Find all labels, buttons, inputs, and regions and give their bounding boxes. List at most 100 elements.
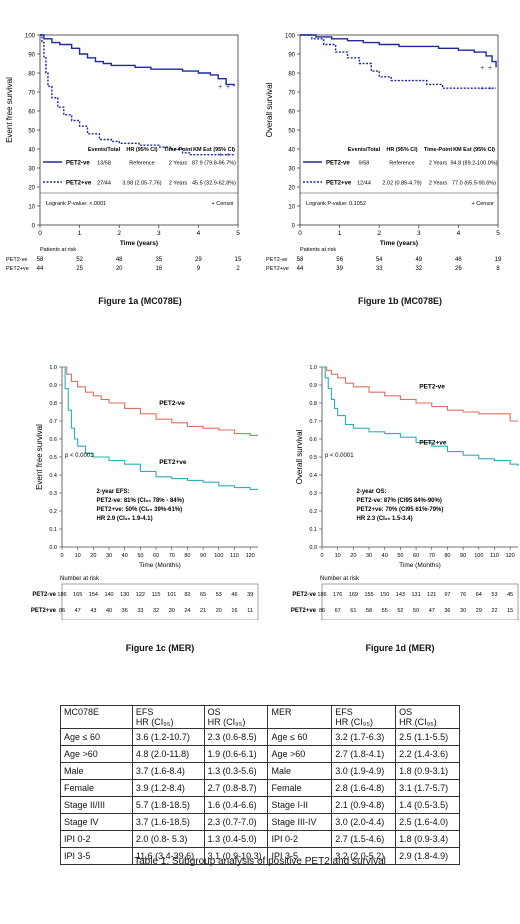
header-line-2 (64, 717, 129, 727)
header-line-1: EFS (335, 707, 353, 717)
x-tick-label: 120 (246, 553, 255, 559)
legend-series-name: PET2-ve (66, 161, 90, 167)
x-tick-label: 3 (157, 230, 161, 237)
risk-value: 121 (427, 592, 436, 598)
y-tick-label: 0.4 (49, 473, 57, 479)
risk-value: 11 (247, 608, 253, 614)
risk-value: 58 (297, 257, 304, 263)
table-cell: Female (60, 779, 133, 797)
table-cell: 2.1 (0.9-4.8) (331, 796, 397, 814)
y-axis-label: Event free survival (5, 77, 14, 143)
risk-value: 76 (460, 592, 466, 598)
legend-timepoint: 2 Years (429, 181, 448, 187)
censor-mark: + (480, 86, 484, 93)
table-cell: 3.2 (2.0-5.2) (331, 847, 397, 865)
x-tick-label: 2 (117, 230, 121, 237)
risk-value: 29 (195, 257, 202, 263)
y-tick-label: 80 (28, 72, 35, 78)
legend-km-est: 87.9 (79.8-96.7%) (192, 161, 236, 167)
header-line-2: HR (CI₉₅) (399, 717, 437, 727)
y-tick-label: 0.0 (309, 545, 317, 551)
y-axis-label: Overall survival (295, 429, 304, 484)
legend-header: KM Est (95% CI) (193, 147, 235, 153)
y-tick-label: 50 (28, 129, 35, 135)
y-tick-label: 100 (285, 34, 296, 40)
table-cell: 2.2 (1.4-3.6) (395, 745, 460, 763)
risk-value: 53 (491, 592, 497, 598)
y-tick-label: 0.9 (49, 383, 57, 389)
x-tick-label: 60 (413, 553, 419, 559)
series-line-pet2ve (40, 34, 235, 87)
annotation-line: PET2+ve: 50% (CI₉₅ 39%-61%) (96, 507, 182, 513)
table-cell: 3.2 (1.7-6.3) (331, 728, 397, 746)
risk-value: 143 (396, 592, 405, 598)
x-tick-label: 70 (169, 553, 175, 559)
legend-header: HR (95% CI) (386, 147, 417, 153)
legend-series-name: PET2-ve (326, 161, 350, 167)
series-line-pet2ve (62, 366, 258, 490)
x-tick-label: 100 (474, 553, 483, 559)
risk-value: 58 (37, 257, 44, 263)
plot-frame (299, 34, 499, 226)
figure-1b-chart: 0 10 20 30 40 50 60 70 80 90 100 0 1 2 3 4 5 Time (years)… (265, 34, 502, 273)
risk-value: 54 (376, 257, 383, 263)
risk-value: 45 (507, 592, 513, 598)
risk-value: 46 (455, 257, 462, 263)
risk-row-name: PET2-ve (6, 257, 27, 263)
figure-1c-chart: 0.0 0.1 0.2 0.3 0.4 0.5 0.6 0.7 0.8 0.9 1.0 0 10 20 30… (31, 365, 259, 620)
table-cell: 1.3 (0.3-5.6) (203, 762, 269, 780)
x-tick-label: 2 (377, 230, 381, 237)
annotation-title: 2-year OS: (356, 489, 386, 495)
risk-value: 32 (415, 266, 422, 272)
y-tick-label: 10 (288, 205, 295, 211)
x-tick-label: 5 (236, 230, 240, 237)
y-tick-label: 20 (288, 186, 295, 192)
legend-series-name: PET2+ve (66, 181, 92, 187)
risk-table-frame (61, 583, 259, 620)
risk-table-frame (321, 583, 519, 620)
risk-value: 44 (37, 266, 44, 272)
y-tick-label: 100 (25, 34, 36, 40)
table-cell: 2.7 (1.8-4.1) (331, 745, 397, 763)
x-tick-label: 30 (366, 553, 372, 559)
risk-value: 56 (336, 257, 343, 263)
legend-timepoint: 2 Years (169, 181, 188, 187)
figure-1d-chart: 0.0 0.1 0.2 0.3 0.4 0.5 0.6 0.7 0.8 0.9 1.0 0 10 20 30… (291, 365, 519, 620)
figure-1a-caption: Figure 1a (MC078E) (98, 296, 182, 306)
risk-row-name: PET2-ve (292, 592, 316, 598)
risk-value: 24 (184, 608, 190, 614)
header-line-2: HR (CI₉₅) (207, 717, 246, 727)
legend-km-est: 94.8 (89.2-100.0%) (450, 161, 497, 167)
figure-1d-caption: Figure 1d (MER) (365, 643, 435, 653)
y-tick-label: 0.2 (49, 509, 57, 515)
table-cell: 2.0 (0.8- 5.3) (131, 830, 205, 848)
x-tick-label: 60 (153, 553, 159, 559)
y-tick-label: 0.5 (309, 455, 317, 461)
y-tick-label: 30 (288, 167, 295, 173)
table-cell: Stage II/III (60, 796, 133, 814)
table-cell: 3.7 (1.6-18.5) (131, 813, 205, 831)
censor-mark: + (218, 152, 222, 159)
y-tick-label: 0.3 (49, 491, 57, 497)
risk-value: 20 (116, 266, 123, 272)
table-cell: 3.9 (1.2-8.4) (131, 779, 205, 797)
risk-value: 2 (236, 266, 240, 272)
series-line-pet2ve (322, 366, 518, 422)
table-row: Stage II/III 5.7 (1.8-18.5) 1.6 (0.4-6.6) S… (60, 796, 460, 814)
censor-mark: + (226, 84, 230, 91)
censor-legend: + Censor (212, 201, 235, 207)
risk-value: 43 (90, 608, 96, 614)
figure-1b-caption: Figure 1b (MC078E) (357, 296, 442, 306)
risk-value: 36 (444, 608, 450, 614)
risk-value: 39 (336, 266, 343, 272)
table-row: Male 3.7 (1.6-8.4) 1.3 (0.3-5.6) Male 3.0 (1… (60, 762, 460, 780)
risk-value: 33 (137, 608, 143, 614)
header-line-2: HR (CI₉₅) (135, 717, 174, 727)
legend-hr: 3.98 (2.05-7.76) (122, 181, 161, 187)
risk-value: 40 (106, 608, 112, 614)
series-label: PET2+ve (419, 439, 447, 446)
table-cell: 4.8 (2.0-11.8) (131, 745, 205, 763)
risk-value: 15 (235, 257, 242, 263)
censor-mark: + (480, 65, 484, 72)
risk-value: 33 (376, 266, 383, 272)
